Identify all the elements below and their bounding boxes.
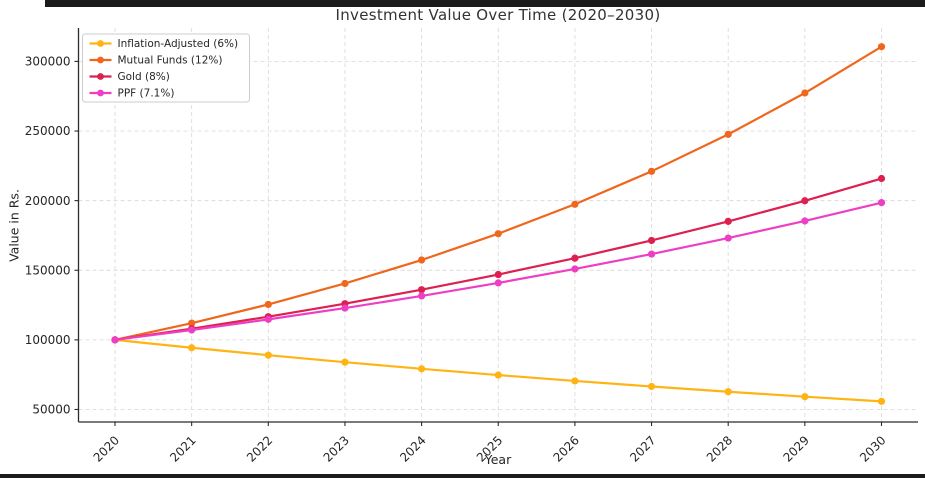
data-point [264, 315, 272, 323]
data-point [494, 371, 502, 379]
data-point [341, 304, 349, 312]
data-point [264, 351, 272, 359]
legend-item-label: Mutual Funds (12%) [118, 55, 223, 67]
data-point [188, 326, 196, 334]
y-tick-label: 250000 [25, 124, 71, 138]
y-tick-label: 300000 [25, 55, 71, 69]
legend-marker [97, 56, 104, 64]
data-point [188, 344, 196, 352]
y-tick-label: 100000 [25, 333, 71, 347]
y-tick-label: 150000 [25, 263, 71, 277]
y-tick-label: 50000 [32, 403, 70, 417]
legend-marker [97, 73, 104, 80]
data-point [647, 382, 656, 391]
data-point [801, 197, 809, 205]
legend-item-label: Gold (8%) [118, 71, 170, 83]
data-point [877, 199, 886, 207]
data-point [418, 365, 426, 373]
window-bottom-border [0, 474, 925, 478]
data-point [647, 236, 656, 245]
chart-title: Investment Value Over Time (2020–2030) [335, 6, 661, 24]
data-point [647, 250, 656, 258]
data-point [571, 377, 579, 385]
legend-marker [97, 40, 104, 47]
data-point [494, 270, 502, 279]
data-point [341, 358, 349, 366]
data-point [571, 265, 579, 273]
data-point [801, 217, 809, 225]
data-point [724, 388, 732, 396]
data-point [571, 254, 579, 262]
data-point [418, 286, 426, 294]
data-point [801, 89, 809, 97]
data-point [877, 174, 886, 183]
data-point [647, 167, 656, 175]
y-tick-label: 200000 [25, 194, 71, 208]
data-point [418, 256, 426, 264]
data-point [724, 217, 732, 225]
data-point [801, 393, 809, 401]
data-point [341, 279, 349, 288]
legend-marker [97, 89, 104, 97]
data-point [571, 200, 579, 208]
data-point [877, 43, 886, 51]
window-top-border [45, 0, 925, 7]
data-point [494, 279, 502, 287]
data-point [418, 292, 426, 300]
data-point [724, 130, 732, 138]
legend-item-label: Inflation-Adjusted (6%) [118, 38, 239, 50]
y-axis-label: Value in Rs. [6, 189, 22, 262]
data-point [724, 234, 732, 242]
data-point [264, 300, 272, 309]
data-point [111, 336, 119, 344]
legend-item-label: PPF (7.1%) [118, 88, 175, 100]
data-point [494, 230, 502, 238]
data-point [188, 319, 196, 327]
legend-box [82, 33, 250, 103]
x-axis-label: Year [484, 452, 512, 467]
data-point [877, 397, 886, 405]
